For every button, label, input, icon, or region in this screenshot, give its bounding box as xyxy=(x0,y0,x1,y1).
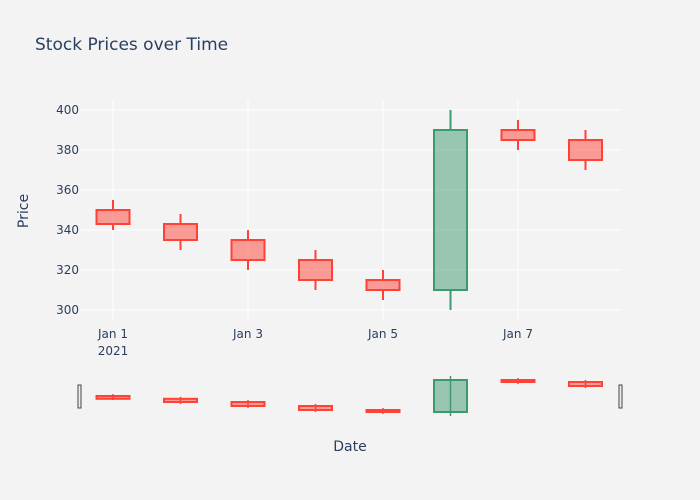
chart-title: Stock Prices over Time xyxy=(35,35,228,55)
candle xyxy=(298,250,333,290)
slider-candle xyxy=(95,394,131,400)
candle-body xyxy=(95,209,131,225)
candle xyxy=(568,130,603,170)
y-tick-label: 400 xyxy=(56,103,79,117)
x-tick-label: Jan 5 xyxy=(367,327,398,341)
slider-candle xyxy=(568,380,603,388)
candle-body xyxy=(568,139,603,161)
candle xyxy=(500,120,536,150)
plot-area xyxy=(80,100,620,320)
slider-candle xyxy=(230,400,266,408)
y-axis-title: Price xyxy=(16,194,32,228)
y-tick-label: 300 xyxy=(56,303,79,317)
slider-candle xyxy=(298,404,333,412)
candle-body xyxy=(163,223,198,241)
y-tick-label: 360 xyxy=(56,183,79,197)
y-tick-label: 380 xyxy=(56,143,79,157)
candle-layer xyxy=(95,110,603,310)
grid-layer: 300 320 340 360 380 400 Jan 1 2021 Jan 3 Jan 5 Jan… xyxy=(56,100,620,358)
candle-body xyxy=(500,129,536,141)
candle xyxy=(433,110,468,310)
candle xyxy=(95,200,131,230)
slider-candle xyxy=(500,378,536,384)
x-tick-label: Jan 3 xyxy=(232,327,263,341)
slider-candle-body xyxy=(500,379,536,383)
slider-candle-body xyxy=(298,405,333,411)
x-axis-title: Date xyxy=(333,439,366,455)
slider-candle-body xyxy=(568,381,603,387)
candle xyxy=(230,230,266,270)
slider-candle-body xyxy=(365,409,401,413)
x-tick-year-label: 2021 xyxy=(98,344,129,358)
slider-candle-body xyxy=(95,395,131,400)
y-tick-label: 340 xyxy=(56,223,79,237)
candle-body xyxy=(230,239,266,261)
x-tick-label: Jan 1 xyxy=(97,327,128,341)
y-tick-label: 320 xyxy=(56,263,79,277)
x-tick-label: Jan 7 xyxy=(502,327,533,341)
range-slider-bg[interactable] xyxy=(80,376,620,416)
range-slider[interactable] xyxy=(77,376,623,416)
slider-candle xyxy=(365,408,401,414)
candle-body xyxy=(433,129,468,291)
candle-body xyxy=(298,259,333,281)
candle xyxy=(365,270,401,300)
slider-candle-body xyxy=(163,397,198,403)
slider-candle xyxy=(433,376,468,416)
slider-candle-body xyxy=(230,401,266,407)
candle-body xyxy=(365,279,401,291)
range-slider-right-handle[interactable] xyxy=(618,384,623,409)
range-slider-left-handle[interactable] xyxy=(77,384,82,409)
candle xyxy=(163,214,198,250)
slider-candle-body xyxy=(433,379,468,413)
slider-candle xyxy=(163,396,198,404)
